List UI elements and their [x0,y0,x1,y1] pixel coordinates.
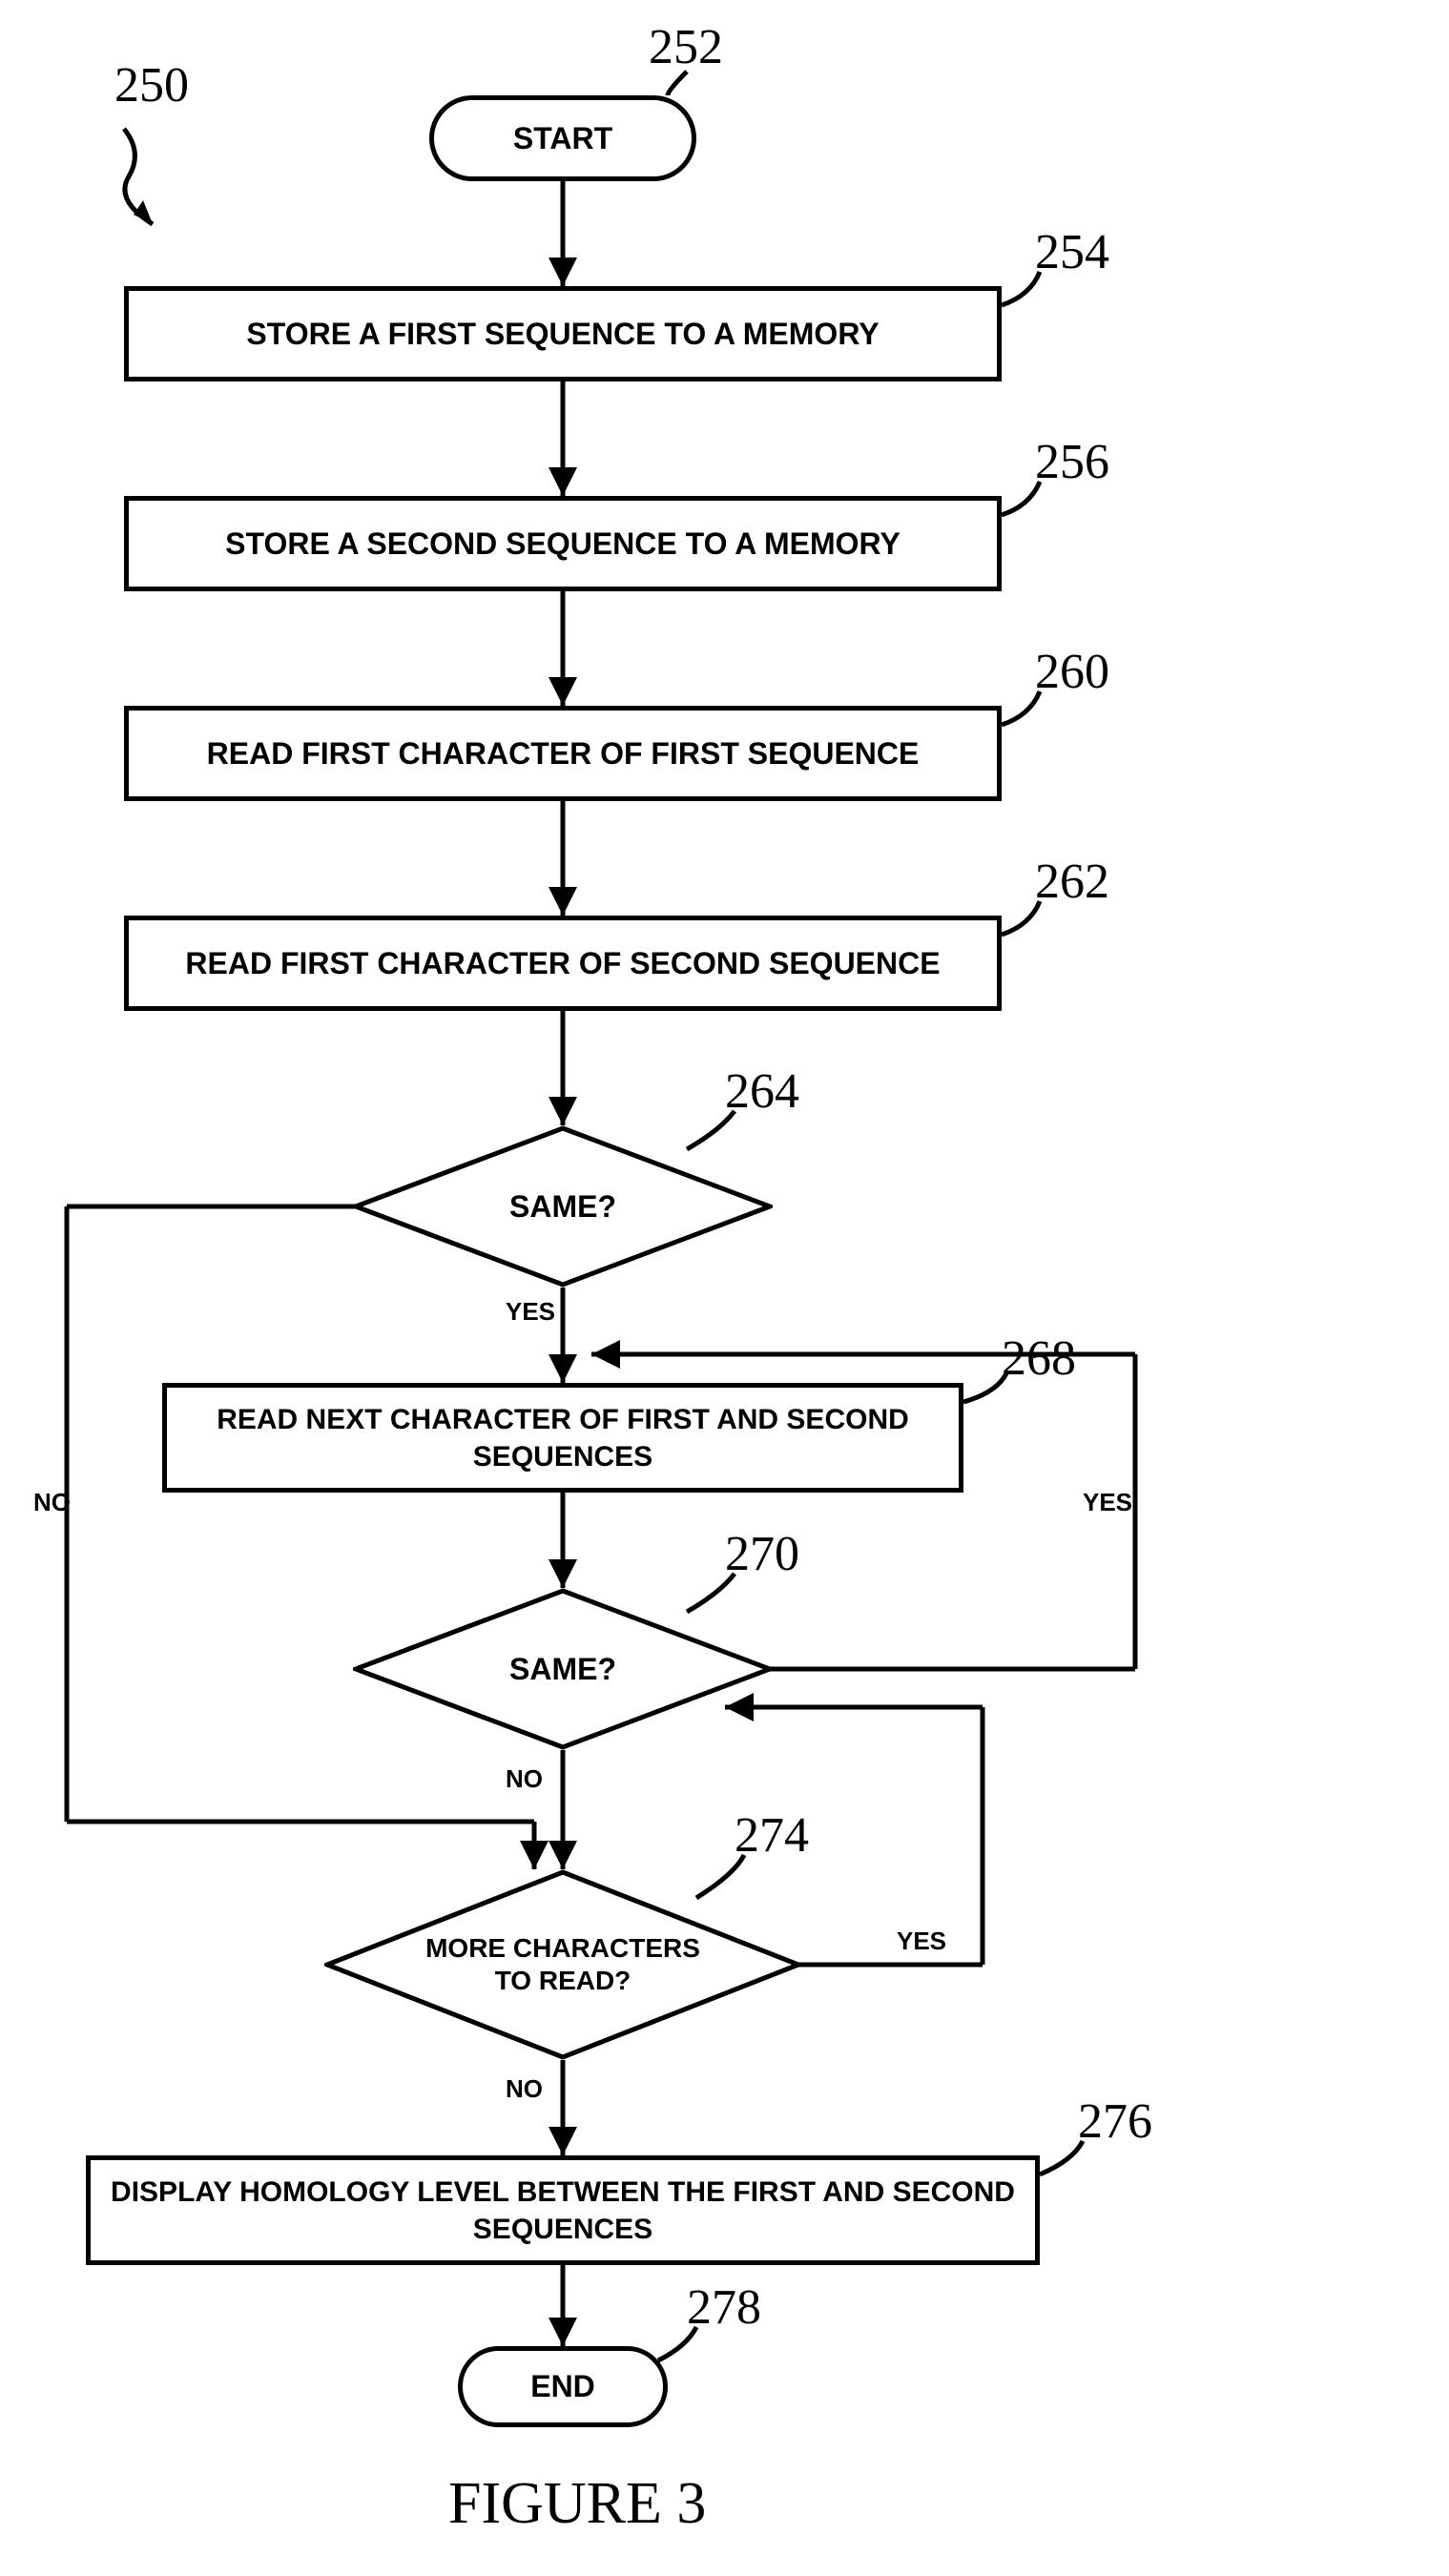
ref-254: 254 [1035,224,1109,280]
figure-caption: FIGURE 3 [448,2470,706,2538]
ref-268: 268 [1002,1330,1076,1387]
ref-270: 270 [725,1526,799,1582]
node-d2: SAME? [353,1588,773,1750]
ref-276: 276 [1078,2093,1152,2150]
ref-256: 256 [1035,434,1109,490]
ref-262: 262 [1035,854,1109,910]
node-d3: MORE CHARACTERS TO READ? [324,1869,801,2060]
node-end: END [458,2346,668,2427]
node-start-label: START [513,121,612,156]
node-p3-label: READ FIRST CHARACTER OF FIRST SEQUENCE [207,736,920,772]
edge-d3-yes: YES [897,1927,946,1956]
node-p2-label: STORE A SECOND SEQUENCE TO A MEMORY [225,526,900,562]
node-p5-label: READ NEXT CHARACTER OF FIRST AND SECOND … [184,1401,942,1475]
node-start: START [429,95,696,181]
ref-278: 278 [687,2279,761,2336]
node-p6-label: DISPLAY HOMOLOGY LEVEL BETWEEN THE FIRST… [108,2174,1018,2248]
ref-274: 274 [735,1807,809,1864]
edge-d1-no: NO [33,1488,71,1517]
node-d3-label: MORE CHARACTERS TO READ? [410,1932,715,1996]
node-end-label: END [530,2369,595,2404]
flowchart-canvas: 250 START 252 STORE A FIRST SEQUENCE TO … [0,0,1449,2576]
node-p5: READ NEXT CHARACTER OF FIRST AND SECOND … [162,1383,963,1493]
ref-252: 252 [649,19,723,75]
ref-264: 264 [725,1063,799,1120]
node-p4-label: READ FIRST CHARACTER OF SECOND SEQUENCE [185,946,940,981]
ref-260: 260 [1035,644,1109,700]
node-p3: READ FIRST CHARACTER OF FIRST SEQUENCE [124,706,1002,801]
node-p1: STORE A FIRST SEQUENCE TO A MEMORY [124,286,1002,381]
node-p1-label: STORE A FIRST SEQUENCE TO A MEMORY [246,317,879,352]
ref-250: 250 [114,57,189,113]
node-d2-label: SAME? [509,1652,616,1687]
edge-d1-yes: YES [506,1297,555,1327]
node-d1-label: SAME? [509,1189,616,1225]
node-p4: READ FIRST CHARACTER OF SECOND SEQUENCE [124,916,1002,1011]
node-p2: STORE A SECOND SEQUENCE TO A MEMORY [124,496,1002,591]
node-d1: SAME? [353,1125,773,1288]
edge-d2-no: NO [506,1764,543,1794]
edge-d3-no: NO [506,2074,543,2104]
node-p6: DISPLAY HOMOLOGY LEVEL BETWEEN THE FIRST… [86,2155,1040,2265]
edge-d2-yes: YES [1083,1488,1132,1517]
